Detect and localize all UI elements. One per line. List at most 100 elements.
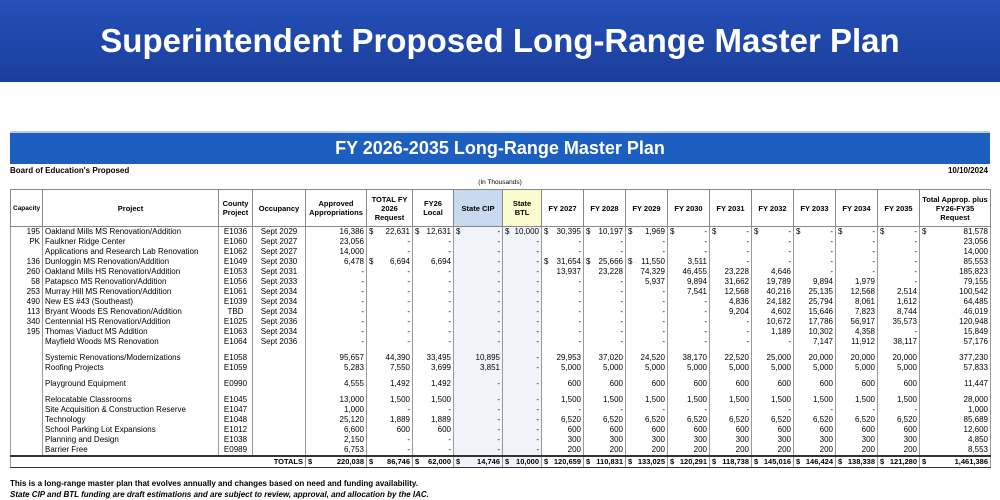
- cell: -: [625, 317, 668, 327]
- cell: -: [625, 297, 668, 307]
- cell: 600: [877, 379, 920, 389]
- cell: -: [583, 297, 626, 307]
- cell: -: [751, 237, 794, 247]
- cell: -: [709, 257, 752, 267]
- cell: -: [751, 257, 794, 267]
- banner-title: Superintendent Proposed Long-Range Maste…: [0, 0, 1000, 82]
- cell: Relocatable Classrooms: [42, 395, 219, 405]
- cell: -: [305, 267, 367, 277]
- cell: E1062: [218, 247, 253, 257]
- cell: E1056: [218, 277, 253, 287]
- data-row: 195 Oakland Mills MS Renovation/Addition E…: [10, 226, 991, 237]
- data-row: 195 Thomas Viaduct MS Addition E1063 Sept 2…: [10, 327, 991, 337]
- cell: E1045: [218, 395, 253, 405]
- data-row: 136 Dunloggin MS Renovation/Addition E1049…: [10, 257, 991, 267]
- total-cell: $145,016: [751, 455, 794, 468]
- total-cell: $120,659: [541, 455, 584, 468]
- column-header: FY 2027: [541, 189, 584, 227]
- total-cell: $118,738: [709, 455, 752, 468]
- cell: 11,447: [919, 379, 991, 389]
- cell: 5,937: [625, 277, 668, 287]
- cell: -: [502, 327, 542, 337]
- cell: 340: [10, 317, 43, 327]
- cell: E1012: [218, 425, 253, 435]
- total-cell: $110,831: [583, 455, 626, 468]
- cell: -: [541, 337, 584, 347]
- cell: 6,520: [709, 415, 752, 425]
- cell: 300: [583, 435, 626, 445]
- cell: 8,553: [919, 445, 991, 456]
- cell: -: [453, 379, 503, 389]
- cell: Dunloggin MS Renovation/Addition: [42, 257, 219, 267]
- data-row: School Parking Lot Expansions E1012 6,600 6…: [10, 425, 991, 435]
- cell: -: [793, 405, 836, 415]
- cell: -: [877, 237, 920, 247]
- cell: 3,511: [667, 257, 710, 267]
- total-cell: $14,746: [453, 455, 503, 468]
- cell: -: [583, 277, 626, 287]
- data-row: Systemic Renovations/Modernizations E1058…: [10, 353, 991, 363]
- cell: 20,000: [793, 353, 836, 363]
- column-header: FY 2035: [877, 189, 920, 227]
- column-header: Project: [42, 189, 219, 227]
- cell: Planning and Design: [42, 435, 219, 445]
- column-header: FY 2028: [583, 189, 626, 227]
- cell: 5,283: [305, 363, 367, 373]
- cell: 200: [877, 445, 920, 456]
- cell: 10,895: [453, 353, 503, 363]
- total-cell: $10,000: [502, 455, 542, 468]
- cell: 120,948: [919, 317, 991, 327]
- cell: 2,514: [877, 287, 920, 297]
- cell: Murray Hill MS Renovation/Addition: [42, 287, 219, 297]
- data-row: 260 Oakland Mills HS Renovation/Addition E…: [10, 267, 991, 277]
- cell: Sept 2027: [252, 247, 306, 257]
- cell: -: [541, 307, 584, 317]
- cell: -: [709, 317, 752, 327]
- cell: 200: [835, 445, 878, 456]
- cell: 6,600: [305, 425, 367, 435]
- cell: -: [709, 247, 752, 257]
- cell: 1,500: [366, 395, 413, 405]
- cell: -: [502, 435, 542, 445]
- cell: -: [502, 337, 542, 347]
- cell: $25,666: [583, 257, 626, 267]
- cell: -: [366, 327, 413, 337]
- column-header: FY26 Local: [412, 189, 454, 227]
- data-row: 490 New ES #43 (Southeast) E1039 Sept 2034-…: [10, 297, 991, 307]
- cell: 16,386: [305, 226, 367, 237]
- cell: [10, 445, 43, 456]
- column-header: State CIP: [453, 189, 503, 227]
- cell: 1,000: [919, 405, 991, 415]
- cell: 5,000: [709, 363, 752, 373]
- cell: -: [667, 327, 710, 337]
- cell: 5,000: [625, 363, 668, 373]
- cell: 13,937: [541, 267, 584, 277]
- cell: [252, 435, 306, 445]
- cell: 9,894: [793, 277, 836, 287]
- cell: Mayfield Woods MS Renovation: [42, 337, 219, 347]
- cell: 1,612: [877, 297, 920, 307]
- data-row: Mayfield Woods MS Renovation E1064 Sept 20…: [10, 337, 991, 347]
- units: (In Thousands): [478, 179, 522, 186]
- cell: -: [305, 277, 367, 287]
- cell: -: [793, 237, 836, 247]
- cell: -: [412, 277, 454, 287]
- cell: 1,500: [877, 395, 920, 405]
- cell: E1048: [218, 415, 253, 425]
- cell: E1039: [218, 297, 253, 307]
- cell: -: [366, 435, 413, 445]
- cell: 6,520: [793, 415, 836, 425]
- cell: 200: [541, 445, 584, 456]
- cell: -: [305, 327, 367, 337]
- cell: 64,485: [919, 297, 991, 307]
- total-cell: $62,000: [412, 455, 454, 468]
- cell: E1038: [218, 435, 253, 445]
- cell: 12,568: [835, 287, 878, 297]
- total-cell: $120,291: [667, 455, 710, 468]
- cell: 600: [709, 379, 752, 389]
- cell: E1036: [218, 226, 253, 237]
- cell: 5,000: [583, 363, 626, 373]
- cell: 6,520: [751, 415, 794, 425]
- total-cell: $220,038: [305, 455, 367, 468]
- cell: 600: [667, 425, 710, 435]
